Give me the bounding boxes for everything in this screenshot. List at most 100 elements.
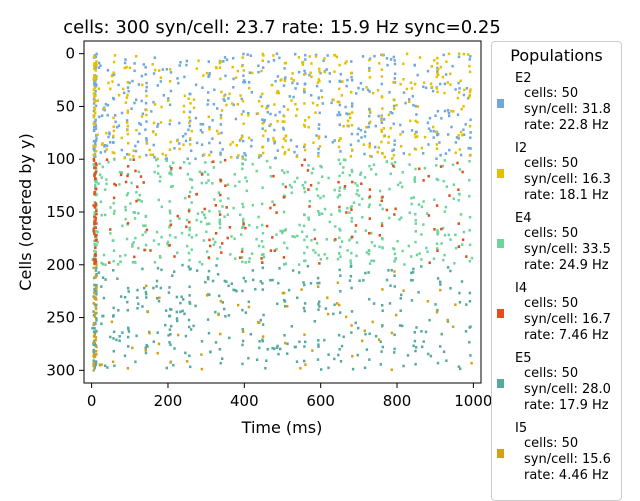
spike-dot (363, 135, 367, 138)
spike-dot (354, 182, 357, 185)
spike-dot (290, 185, 293, 189)
spike-dot (134, 261, 137, 264)
spike-dot (262, 134, 265, 138)
spike-dot (126, 192, 130, 195)
spike-dot (257, 156, 261, 159)
spike-dot (434, 130, 438, 134)
spike-dot (125, 65, 128, 69)
spike-dot (154, 68, 157, 72)
spike-dot (260, 69, 263, 73)
spike-dot (381, 304, 384, 307)
spike-dot (370, 241, 374, 244)
spike-dot (337, 158, 340, 162)
spike-dot (311, 349, 314, 352)
spike-dot (435, 242, 439, 246)
spike-dot (112, 201, 115, 205)
spike-dot (261, 261, 264, 264)
spike-dot (318, 79, 321, 83)
spike-dot (140, 74, 144, 78)
spike-dot (408, 153, 411, 156)
spike-dot (284, 134, 288, 137)
spike-dot (327, 176, 330, 180)
spike-dot (106, 113, 109, 117)
legend-entry-e4: E4 cells: 50 syn/cell: 33.5 rate: 24.9 Hz (492, 211, 623, 275)
spike-dot (262, 245, 265, 249)
spike-dot (371, 91, 375, 95)
spike-dot (156, 297, 159, 300)
spike-dot (399, 297, 402, 300)
spike-dot (290, 77, 293, 80)
spike-dot (332, 98, 335, 102)
spike-dot (179, 310, 182, 314)
spike-dot (337, 180, 340, 184)
spike-dot (429, 82, 433, 86)
spike-dot (104, 102, 108, 106)
spike-dot (157, 198, 160, 202)
spike-dot (291, 72, 294, 75)
spike-dot (462, 128, 465, 132)
y-tick-label: 150 (46, 203, 75, 221)
spike-dot (188, 300, 191, 304)
spike-dot (368, 145, 371, 149)
spike-dot (468, 259, 472, 263)
spike-dot (439, 65, 442, 69)
spike-dot (112, 60, 116, 64)
spike-dot (112, 141, 115, 144)
spike-dot (287, 288, 291, 292)
spike-dot (388, 187, 391, 191)
spike-dot (440, 242, 443, 245)
spike-dot (271, 200, 274, 203)
spike-dot (133, 211, 137, 214)
spike-dot (102, 314, 105, 318)
spike-dot (207, 269, 211, 273)
spike-dot (241, 343, 244, 347)
spike-dot (383, 118, 386, 121)
spike-dot (433, 59, 436, 62)
spike-dot (457, 52, 461, 55)
spike-dot (203, 170, 207, 174)
spike-dot (279, 347, 282, 351)
spike-dot (101, 114, 104, 117)
spike-dot (143, 286, 146, 290)
spike-dot (380, 224, 384, 227)
spike-dot (452, 183, 455, 186)
spike-dot (219, 299, 222, 303)
spike-dot (93, 192, 96, 196)
spike-dot (94, 261, 98, 264)
spike-dot (320, 95, 324, 99)
spike-dot (446, 109, 450, 112)
spike-dot (169, 169, 173, 172)
spike-dot (283, 263, 286, 266)
spike-dot (97, 182, 100, 185)
spike-dot (464, 123, 467, 126)
spike-dot (401, 130, 404, 134)
spike-dot (350, 76, 353, 79)
spike-dot (125, 96, 129, 99)
spike-dot (140, 115, 144, 118)
spike-dot (145, 228, 149, 232)
spike-dot (172, 161, 175, 164)
spike-dot (247, 136, 251, 140)
spike-dot (302, 306, 306, 310)
spike-dot (165, 157, 168, 160)
spike-dot (99, 151, 102, 154)
spike-dot (416, 120, 419, 124)
spike-dot (349, 116, 352, 120)
legend-swatch (497, 449, 504, 458)
spike-dot (172, 363, 175, 367)
spike-dot (152, 100, 155, 104)
spike-dot (354, 321, 357, 325)
spike-dot (351, 111, 354, 114)
x-tick-label: 1000 (454, 392, 492, 410)
spike-dot (224, 315, 227, 318)
spike-dot (438, 141, 441, 144)
spike-dot (367, 271, 370, 274)
spike-dot (93, 322, 96, 326)
spike-dot (325, 68, 328, 71)
spike-dot (93, 62, 96, 65)
spike-dot (112, 349, 115, 353)
spike-dot (188, 121, 191, 124)
spike-dot (94, 94, 97, 97)
spike-dot (94, 229, 97, 233)
spike-dot (128, 66, 132, 70)
